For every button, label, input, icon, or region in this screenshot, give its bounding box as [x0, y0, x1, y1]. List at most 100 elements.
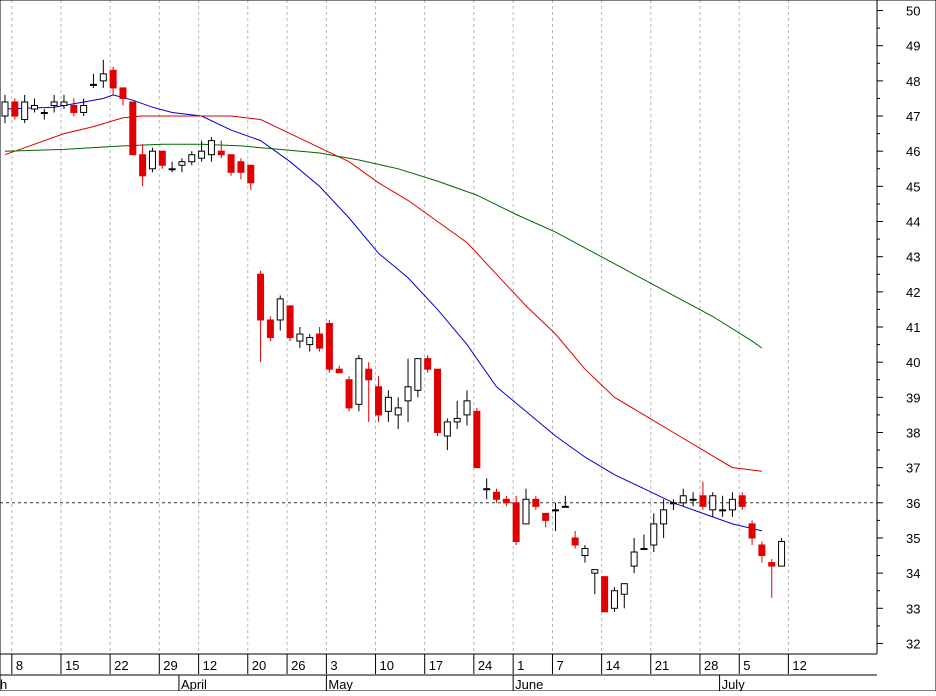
- x-day-label: 22: [114, 658, 128, 673]
- candle-body: [610, 590, 618, 609]
- candle: [335, 365, 343, 374]
- candle: [99, 59, 107, 88]
- candle-body: [738, 495, 746, 507]
- gridlines: [0, 0, 877, 654]
- moving-average-line: [4, 143, 763, 349]
- candle: [561, 495, 569, 508]
- candle: [247, 164, 255, 190]
- candle: [188, 151, 196, 166]
- candle-body: [630, 551, 638, 567]
- candle: [237, 158, 245, 180]
- candle: [669, 499, 677, 510]
- candle-body: [227, 154, 235, 173]
- y-tick-label: 35: [906, 531, 920, 546]
- x-day-label: 10: [380, 658, 394, 673]
- candle: [758, 541, 766, 563]
- candle-body: [689, 498, 697, 501]
- candle: [276, 295, 284, 331]
- y-tick-label: 36: [906, 496, 920, 511]
- candle-body: [11, 101, 19, 117]
- candle-body: [532, 498, 540, 507]
- candle-body: [551, 509, 559, 512]
- candle-body: [257, 273, 265, 321]
- candle-body: [89, 83, 97, 86]
- candle-body: [247, 164, 255, 184]
- candle-body: [198, 150, 206, 159]
- candle-body: [217, 150, 225, 156]
- candle-body: [345, 379, 353, 409]
- candle-body: [365, 368, 373, 381]
- candle: [286, 305, 294, 342]
- candle-body: [728, 498, 736, 511]
- candle: [571, 530, 579, 549]
- candle: [306, 334, 314, 352]
- candle-body: [129, 101, 137, 156]
- candle-body: [296, 333, 304, 342]
- candle: [11, 98, 19, 120]
- candle-body: [620, 583, 628, 595]
- candle-body: [601, 576, 609, 613]
- candle: [40, 109, 48, 120]
- candle: [139, 144, 147, 187]
- candle: [198, 140, 206, 162]
- candle-body: [640, 548, 648, 551]
- x-day-label: 20: [252, 658, 266, 673]
- candle-body: [493, 491, 500, 500]
- moving-average-line: [4, 115, 762, 472]
- candle: [453, 400, 461, 429]
- x-day-label: 24: [478, 658, 492, 673]
- candle: [394, 397, 402, 429]
- y-tick-label: 38: [906, 425, 920, 440]
- x-month-label: h: [0, 677, 7, 691]
- candle: [266, 316, 274, 342]
- candle-body: [99, 73, 107, 82]
- y-tick-label: 39: [906, 390, 920, 405]
- candle: [601, 576, 609, 613]
- y-tick-label: 50: [906, 4, 920, 19]
- candle: [30, 98, 38, 113]
- moving-average-line: [4, 94, 763, 532]
- candle-body: [148, 150, 156, 170]
- x-day-label: 3: [330, 658, 337, 673]
- candle-body: [414, 358, 422, 391]
- x-day-label: 12: [203, 658, 217, 673]
- candle-body: [316, 333, 324, 349]
- x-day-label: 5: [743, 658, 750, 673]
- candle-body: [463, 400, 471, 416]
- candle: [699, 481, 707, 510]
- y-tick-label: 48: [906, 74, 920, 89]
- candle-body: [699, 495, 707, 507]
- candle: [522, 488, 530, 525]
- candle-body: [21, 101, 29, 121]
- candle: [325, 319, 333, 373]
- candle: [551, 502, 559, 531]
- candle: [257, 270, 265, 363]
- candle-body: [502, 498, 510, 504]
- candle-body: [60, 101, 68, 106]
- y-tick-label: 33: [906, 601, 920, 616]
- candle: [345, 376, 353, 412]
- y-tick-label: 47: [906, 109, 920, 124]
- y-tick-label: 34: [906, 566, 920, 581]
- x-day-label: 15: [65, 658, 79, 673]
- candle-body: [660, 509, 668, 525]
- candle: [70, 98, 78, 117]
- candle-body: [404, 386, 412, 402]
- candle: [158, 150, 166, 169]
- candle: [709, 492, 717, 517]
- candle: [296, 327, 304, 349]
- candle-body: [483, 488, 491, 491]
- candle-body: [424, 358, 432, 370]
- candle: [512, 495, 520, 545]
- x-month-label: April: [181, 677, 207, 691]
- candle: [493, 488, 500, 503]
- candle: [640, 534, 648, 551]
- candle-body: [434, 368, 442, 433]
- candle-body: [709, 495, 717, 511]
- candle: [748, 520, 756, 545]
- x-day-label: 21: [655, 658, 669, 673]
- candle-body: [40, 112, 48, 115]
- y-tick-label: 42: [906, 285, 920, 300]
